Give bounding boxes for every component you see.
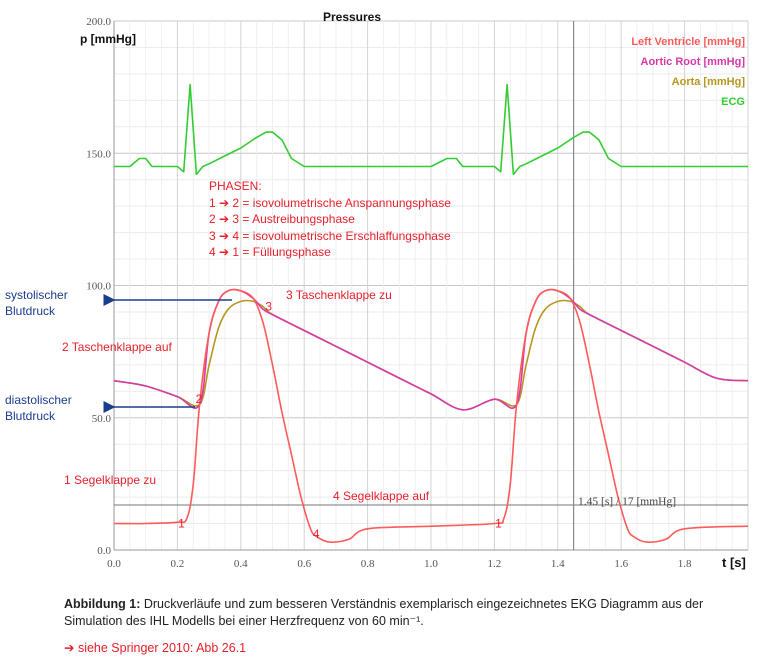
annotation-taschenklappe-zu: 3 Taschenklappe zu [286,288,392,302]
systolic-label-line2: Blutdruck [5,304,56,318]
series-line-left-ventricle-mmhg [113,288,749,543]
chart-annotations: 1 2 3 4 1 [178,300,502,541]
x-tick-label: 1.0 [424,558,438,570]
point-label: 1 [495,517,502,531]
chart-axes: 200.0 150.0 100.0 50.0 0.00.0 0.2 0.4 0.6 0.8 1.0… [86,16,748,570]
caption-label: Abbildung 1: [64,597,141,611]
figure-caption: Abbildung 1: Druckverläufe und zum besse… [64,596,764,630]
y-tick-label: 0.0 [97,545,111,557]
x-tick-label: 0.0 [107,558,121,570]
x-tick-label: 1.6 [614,558,628,570]
reference-link[interactable]: ➔ siehe Springer 2010: Abb 26.1 [64,641,247,655]
chart-title: Pressures [323,10,381,24]
legend-entry: ECG [721,96,745,108]
phase-line-4: 4 ➔ 1 = Füllungsphase [209,245,331,259]
chart-series [113,83,749,543]
point-label: 2 [196,392,203,406]
chart-legend: Left Ventricle [mmHg] Aortic Root [mmHg] A… [631,36,745,108]
phase-line-3: 3 ➔ 4 = isovolumetrische Erschlaffungsph… [209,229,451,243]
point-label: 1 [178,517,185,531]
x-axis-label: t [s] [722,555,746,570]
y-tick-label: 50.0 [92,413,112,425]
y-tick-label: 200.0 [86,16,111,28]
annotation-segelklappe-auf: 4 Segelklappe auf [333,489,430,503]
x-tick-label: 0.6 [297,558,311,570]
x-tick-label: 0.2 [171,558,185,570]
legend-entry: Left Ventricle [mmHg] [631,36,745,48]
diastolic-label-line2: Blutdruck [5,409,56,423]
x-tick-label: 1.8 [678,558,692,570]
x-tick-label: 0.8 [361,558,375,570]
caption-text: Druckverläufe und zum besseren Verständn… [64,597,704,628]
point-label: 3 [265,300,272,314]
diastolic-label-line1: diastolischer [5,393,72,407]
annotation-segelklappe-zu: 1 Segelklappe zu [64,473,156,487]
x-tick-label: 1.2 [488,558,502,570]
series-line-ecg [114,83,748,176]
pressure-chart: 200.0 150.0 100.0 50.0 0.00.0 0.2 0.4 0.6 0.8 1.0… [5,10,749,570]
chart-grid [113,20,749,551]
legend-entry: Aorta [mmHg] [672,76,746,88]
phase-line-1: 1 ➔ 2 = isovolumetrische Anspannungsphas… [209,196,451,210]
systolic-label-line1: systolischer [5,288,68,302]
phases-title: PHASEN: [209,179,262,193]
point-label: 4 [313,527,320,541]
cursor-readout: 1.45 [s] / 17 [mmHg] [578,496,676,508]
annotation-taschenklappe-auf: 2 Taschenklappe auf [62,340,173,354]
y-tick-label: 150.0 [86,148,111,160]
legend-entry: Aortic Root [mmHg] [641,56,746,68]
y-axis-label: p [mmHg] [80,32,136,46]
x-tick-label: 0.4 [234,558,248,570]
x-tick-label: 1.4 [551,558,565,570]
y-tick-label: 100.0 [86,281,111,293]
phase-line-2: 2 ➔ 3 = Austreibungsphase [209,212,355,226]
phases-box: PHASEN: 1 ➔ 2 = isovolumetrische Anspann… [209,179,451,259]
